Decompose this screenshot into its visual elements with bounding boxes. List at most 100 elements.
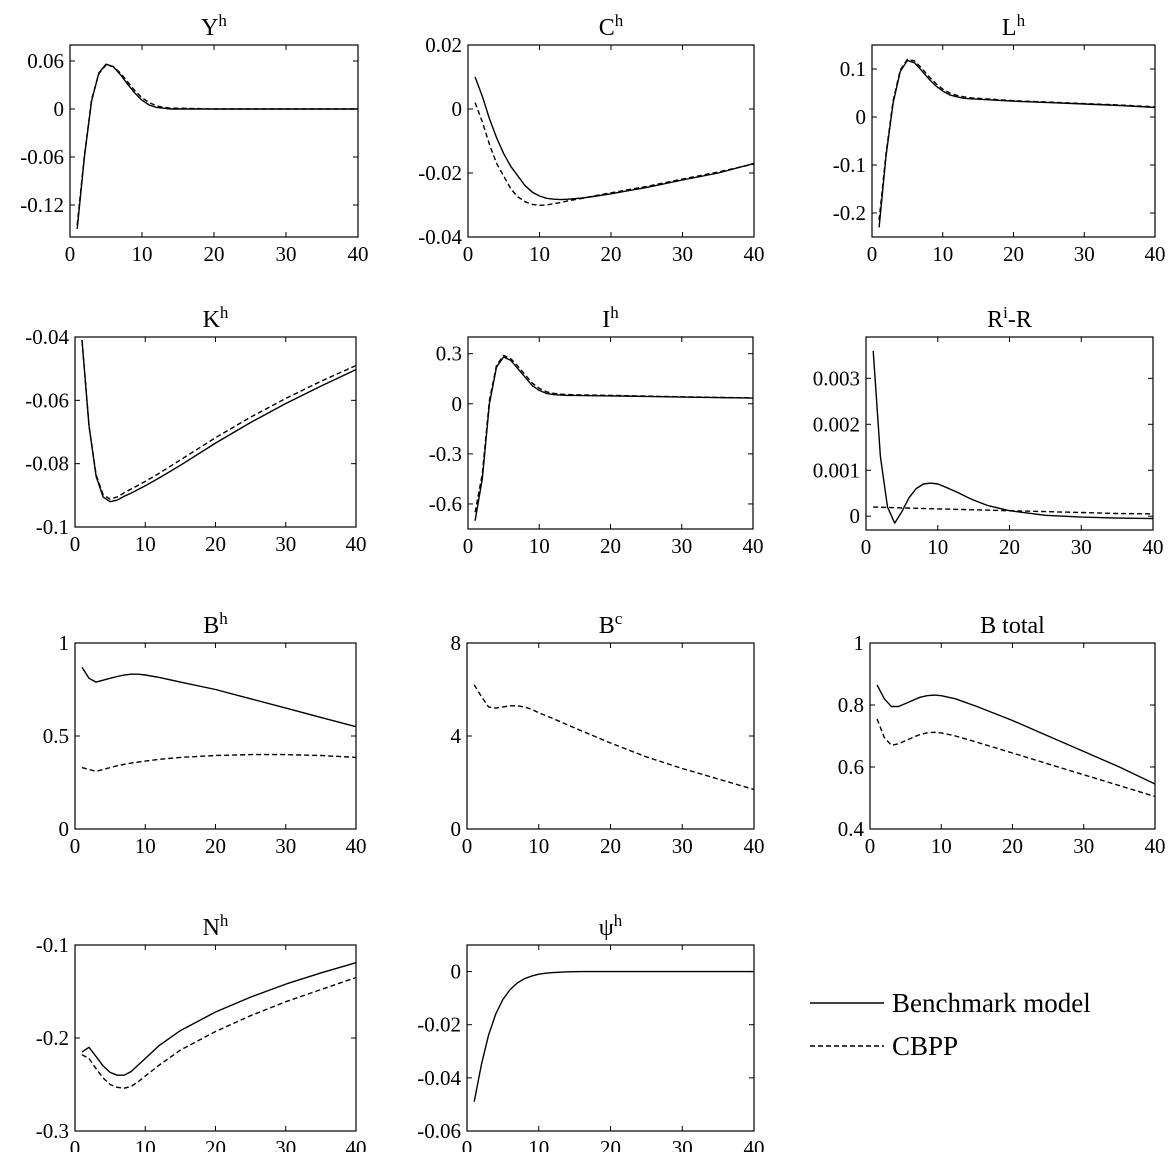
legend-label-benchmark: Benchmark model (892, 988, 1091, 1018)
x-tick-label: 30 (671, 534, 692, 558)
panel-title-sup: h (1017, 11, 1026, 30)
y-tick-label: 0.5 (43, 724, 69, 748)
x-tick-label: 0 (462, 834, 473, 858)
y-tick-label: 0 (451, 817, 462, 841)
x-tick-label: 10 (135, 834, 156, 858)
x-tick-label: 0 (65, 242, 76, 266)
series-line-benchmark-model (878, 59, 1156, 228)
y-tick-label: -0.06 (417, 1119, 461, 1143)
panel-title-main: I (602, 307, 610, 333)
series-line-cbpp (474, 354, 754, 513)
panel-title-main: ψ (599, 915, 614, 941)
x-tick-label: 20 (205, 1136, 226, 1152)
x-tick-label: 30 (276, 242, 297, 266)
panel-11: ψh 0 10 20 30 40 -0.06 -0.04 -0.02 0 (417, 911, 764, 1152)
panel-title-sup: i (1003, 303, 1008, 322)
x-tick-label: 20 (600, 534, 621, 558)
panel-title-sup: h (220, 303, 229, 322)
panel-5: Ih 0 10 20 30 40 -0.6 -0.3 0 0.3 (429, 303, 764, 558)
y-tick-label: 0.02 (425, 33, 462, 57)
x-tick-label: 40 (744, 834, 765, 858)
x-tick-label: 40 (1145, 834, 1166, 858)
x-tick-label: 10 (932, 242, 953, 266)
series-line-cbpp (474, 102, 755, 207)
x-tick-label: 10 (132, 242, 153, 266)
y-tick-label: 1 (59, 631, 70, 655)
panel-title-sup: h (220, 911, 229, 930)
panel-title-main: B total (980, 613, 1045, 639)
panel-title-sup: c (615, 609, 623, 628)
y-tick-label: -0.12 (20, 193, 64, 217)
x-tick-label: 30 (672, 834, 693, 858)
x-tick-label: 30 (275, 1136, 296, 1152)
x-tick-label: 20 (1003, 242, 1024, 266)
plot-frame (466, 642, 755, 830)
y-tick-label: 0.001 (813, 458, 860, 482)
x-tick-label: 0 (70, 1136, 81, 1152)
series-line-benchmark-model (876, 684, 1156, 785)
panel-title-main: Y (201, 15, 218, 41)
y-tick-label: 0.06 (27, 49, 64, 73)
panel-title-sup: h (614, 911, 623, 930)
panel-title: Ch (599, 11, 624, 41)
series-line-benchmark-model (474, 356, 754, 521)
y-tick-label: 0 (452, 97, 463, 121)
panel-title: Bh (203, 609, 228, 639)
x-tick-label: 40 (346, 532, 367, 556)
x-tick-label: 20 (600, 1136, 621, 1152)
x-tick-label: 30 (1073, 834, 1094, 858)
panel-title: Yh (201, 11, 227, 41)
y-tick-label: -0.04 (417, 1066, 461, 1090)
x-tick-label: 30 (672, 242, 693, 266)
series-line-benchmark-model (81, 666, 357, 728)
x-tick-label: 20 (1002, 834, 1023, 858)
y-tick-label: 0 (59, 817, 70, 841)
plot-frame (467, 44, 755, 238)
x-tick-label: 10 (927, 535, 948, 559)
y-tick-label: 4 (451, 724, 462, 748)
panel-2: Ch 0 10 20 30 40 -0.04 -0.02 0 0.02 (418, 11, 764, 266)
x-tick-label: 0 (70, 532, 81, 556)
y-tick-label: -0.3 (429, 442, 462, 466)
x-tick-label: 0 (463, 534, 474, 558)
y-tick-label: 0 (850, 504, 861, 528)
panel-title-main: C (599, 15, 615, 41)
y-tick-label: -0.06 (25, 388, 69, 412)
x-tick-label: 40 (1145, 242, 1166, 266)
x-tick-label: 40 (744, 242, 765, 266)
panel-title: Nh (203, 911, 229, 941)
x-tick-label: 30 (1074, 242, 1095, 266)
series-line-cbpp (878, 58, 1156, 221)
x-tick-label: 40 (1143, 535, 1164, 559)
legend: Benchmark model CBPP (810, 988, 1091, 1061)
panel-title: Lh (1002, 11, 1026, 41)
x-tick-label: 10 (931, 834, 952, 858)
x-tick-label: 0 (463, 242, 474, 266)
y-tick-label: 0 (856, 105, 867, 129)
panel-title-sup: h (610, 303, 619, 322)
y-tick-label: 0.8 (838, 693, 864, 717)
plot-frame (69, 44, 359, 238)
legend-label-cbpp: CBPP (892, 1031, 958, 1061)
series-line-benchmark-model (81, 962, 357, 1076)
x-tick-label: 0 (861, 535, 872, 559)
y-tick-label: 0 (54, 97, 65, 121)
y-tick-label: -0.1 (36, 515, 69, 539)
y-tick-label: -0.1 (833, 153, 866, 177)
panel-title-main: L (1002, 15, 1017, 41)
panel-title-main: R (987, 307, 1003, 333)
panel-title: ψh (599, 911, 623, 941)
x-tick-label: 10 (529, 534, 550, 558)
panel-10: Nh 0 10 20 30 40 -0.3 -0.2 -0.1 (36, 911, 367, 1152)
y-tick-label: 0.002 (813, 412, 860, 436)
panel-title: Ih (602, 303, 619, 333)
y-tick-label: 0.003 (813, 366, 860, 390)
x-tick-label: 30 (275, 834, 296, 858)
x-tick-label: 0 (70, 834, 81, 858)
y-tick-label: 0.6 (838, 755, 864, 779)
series-line-cbpp (81, 976, 357, 1089)
panel-title-main: B (599, 613, 615, 639)
plot-frame (74, 944, 357, 1132)
panel-4: Kh 0 10 20 30 40 -0.1 -0.08 -0.06 -0.04 (25, 303, 366, 556)
